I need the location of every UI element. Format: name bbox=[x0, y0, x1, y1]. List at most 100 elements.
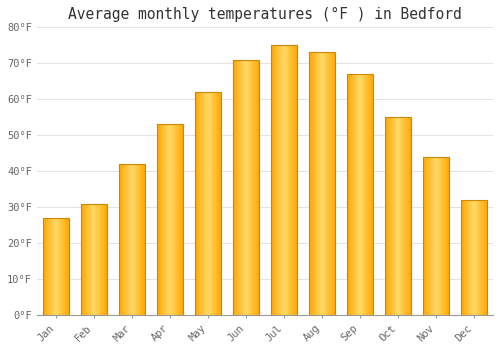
Bar bbox=[181, 124, 182, 315]
Bar bbox=[394, 117, 395, 315]
Bar bbox=[120, 164, 121, 315]
Bar bbox=[254, 60, 255, 315]
Bar bbox=[198, 92, 199, 315]
Bar bbox=[431, 157, 432, 315]
Bar bbox=[286, 45, 287, 315]
Bar bbox=[405, 117, 406, 315]
Bar bbox=[384, 117, 411, 315]
Bar bbox=[486, 200, 487, 315]
Bar bbox=[315, 52, 316, 315]
Bar bbox=[294, 45, 295, 315]
Bar bbox=[346, 74, 347, 315]
Bar bbox=[101, 204, 102, 315]
Bar bbox=[388, 117, 389, 315]
Bar bbox=[246, 60, 247, 315]
Bar bbox=[322, 52, 323, 315]
Bar bbox=[357, 74, 358, 315]
Bar bbox=[49, 218, 50, 315]
Bar bbox=[126, 164, 127, 315]
Bar bbox=[328, 52, 329, 315]
Bar bbox=[278, 45, 279, 315]
Bar bbox=[209, 92, 210, 315]
Bar bbox=[366, 74, 367, 315]
Bar bbox=[327, 52, 328, 315]
Bar bbox=[42, 218, 69, 315]
Bar bbox=[401, 117, 402, 315]
Bar bbox=[434, 157, 435, 315]
Bar bbox=[253, 60, 254, 315]
Bar bbox=[104, 204, 105, 315]
Bar bbox=[367, 74, 368, 315]
Bar bbox=[352, 74, 353, 315]
Bar bbox=[460, 200, 487, 315]
Bar bbox=[99, 204, 100, 315]
Bar bbox=[423, 157, 424, 315]
Bar bbox=[55, 218, 56, 315]
Bar bbox=[279, 45, 280, 315]
Bar bbox=[255, 60, 256, 315]
Bar bbox=[93, 204, 94, 315]
Bar bbox=[178, 124, 179, 315]
Bar bbox=[398, 117, 399, 315]
Bar bbox=[68, 218, 69, 315]
Bar bbox=[288, 45, 290, 315]
Bar bbox=[58, 218, 59, 315]
Bar bbox=[320, 52, 321, 315]
Bar bbox=[483, 200, 484, 315]
Bar bbox=[334, 52, 336, 315]
Bar bbox=[355, 74, 356, 315]
Bar bbox=[277, 45, 278, 315]
Bar bbox=[275, 45, 276, 315]
Bar bbox=[135, 164, 136, 315]
Bar bbox=[432, 157, 433, 315]
Bar bbox=[308, 52, 336, 315]
Bar bbox=[314, 52, 315, 315]
Bar bbox=[325, 52, 326, 315]
Bar bbox=[321, 52, 322, 315]
Bar bbox=[316, 52, 317, 315]
Bar bbox=[236, 60, 237, 315]
Bar bbox=[368, 74, 369, 315]
Bar bbox=[317, 52, 318, 315]
Bar bbox=[404, 117, 405, 315]
Bar bbox=[97, 204, 98, 315]
Bar bbox=[42, 218, 43, 315]
Bar bbox=[283, 45, 284, 315]
Bar bbox=[165, 124, 166, 315]
Bar bbox=[130, 164, 131, 315]
Bar bbox=[276, 45, 277, 315]
Bar bbox=[472, 200, 473, 315]
Bar bbox=[471, 200, 472, 315]
Bar bbox=[61, 218, 62, 315]
Bar bbox=[479, 200, 480, 315]
Bar bbox=[349, 74, 350, 315]
Bar bbox=[399, 117, 400, 315]
Bar bbox=[403, 117, 404, 315]
Bar bbox=[54, 218, 55, 315]
Bar bbox=[390, 117, 391, 315]
Bar bbox=[312, 52, 313, 315]
Bar bbox=[287, 45, 288, 315]
Bar bbox=[52, 218, 53, 315]
Bar bbox=[50, 218, 51, 315]
Bar bbox=[90, 204, 91, 315]
Bar bbox=[87, 204, 88, 315]
Bar bbox=[332, 52, 333, 315]
Bar bbox=[270, 45, 297, 315]
Bar bbox=[476, 200, 477, 315]
Bar bbox=[485, 200, 486, 315]
Bar bbox=[466, 200, 467, 315]
Bar bbox=[460, 200, 487, 315]
Bar bbox=[46, 218, 47, 315]
Bar bbox=[211, 92, 212, 315]
Bar bbox=[48, 218, 49, 315]
Bar bbox=[89, 204, 90, 315]
Bar bbox=[280, 45, 281, 315]
Bar bbox=[232, 60, 259, 315]
Bar bbox=[369, 74, 370, 315]
Bar bbox=[443, 157, 444, 315]
Bar bbox=[346, 74, 374, 315]
Bar bbox=[422, 157, 450, 315]
Bar bbox=[131, 164, 132, 315]
Bar bbox=[118, 164, 145, 315]
